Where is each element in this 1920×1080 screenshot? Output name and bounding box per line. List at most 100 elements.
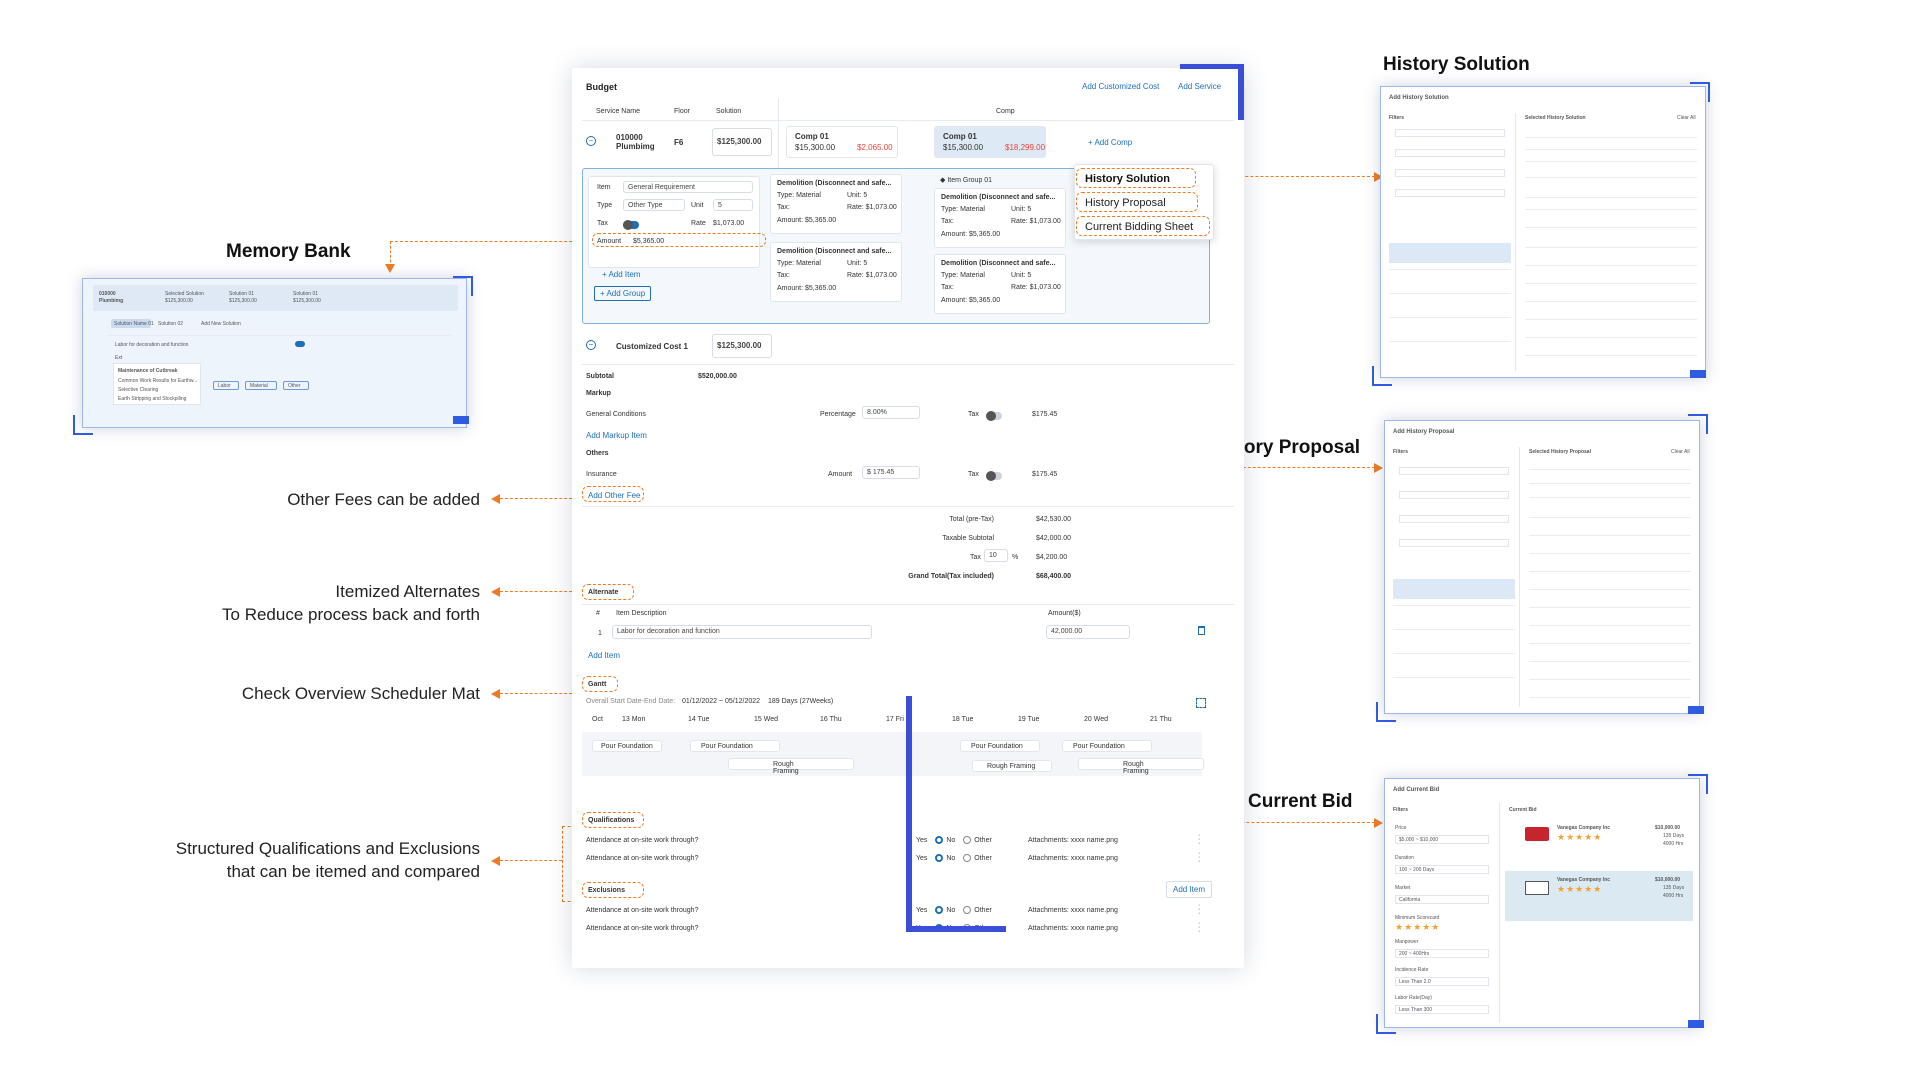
dropdown-history-proposal[interactable]: History Proposal <box>1085 197 1166 209</box>
ins-tax-toggle[interactable] <box>986 471 1002 481</box>
qual-attach-1[interactable]: Attachments: xxxx name.png <box>1028 837 1118 844</box>
mb-suggest-0[interactable]: Maintenance of Cutbreak <box>118 368 178 374</box>
radio-no-on[interactable] <box>935 836 944 844</box>
item-label: Item <box>597 184 611 191</box>
more-icon[interactable]: · · · <box>1198 850 1201 865</box>
task-pour-1[interactable]: Pour Foundation <box>592 740 662 752</box>
demo-card-4[interactable]: Demolition (Disconnect and safe... Type:… <box>934 254 1066 314</box>
task-framing-1[interactable]: Rough Framing <box>728 758 854 775</box>
no-option[interactable]: No <box>946 854 956 862</box>
radio-other[interactable] <box>963 906 972 914</box>
hp-clear[interactable]: Clear All <box>1671 449 1690 455</box>
yes-option[interactable]: Yes <box>916 906 928 914</box>
row1-name: Plumbimg <box>616 142 655 151</box>
cb-filter-price-value[interactable]: $5,000 ~ $10,000 <box>1395 835 1489 844</box>
cb-filter-duration-value[interactable]: 100 ~ 200 Days <box>1395 865 1489 874</box>
hp-filters: Filters <box>1393 449 1409 455</box>
row1-solution[interactable]: $125,300.00 <box>712 128 772 156</box>
qual-options-1[interactable]: Yes No Other <box>916 836 992 844</box>
add-customized-cost[interactable]: Add Customized Cost <box>1082 82 1160 91</box>
demo-card-1[interactable]: Demolition (Disconnect and safe... Type:… <box>770 174 902 234</box>
other-option[interactable]: Other <box>974 854 992 862</box>
bidder-2-row[interactable] <box>1505 871 1693 921</box>
mb-suggest-2[interactable]: Selective Clearing <box>118 387 159 393</box>
collapse-icon-2[interactable]: − <box>586 340 596 350</box>
hs-clear[interactable]: Clear All <box>1677 115 1696 121</box>
add-group-button[interactable]: + Add Group <box>594 286 652 301</box>
no-option[interactable]: No <box>946 906 956 914</box>
comp1-card[interactable]: Comp 01 $15,300.00 $2,065.00 <box>786 126 898 158</box>
other-option[interactable]: Other <box>974 906 992 914</box>
task-framing-3[interactable]: Rough Framing <box>1078 758 1204 775</box>
excl-attach-1[interactable]: Attachments: xxxx name.png <box>1028 907 1118 914</box>
add-item-button[interactable]: Add Item <box>1166 881 1213 898</box>
yes-option[interactable]: Yes <box>916 836 928 844</box>
cb-filter-incidence-value[interactable]: Less Than 2.0 <box>1395 977 1489 986</box>
qual-attach-2[interactable]: Attachments: xxxx name.png <box>1028 855 1118 862</box>
trash-icon[interactable] <box>1198 626 1205 635</box>
gc-tax-toggle[interactable] <box>986 411 1002 421</box>
cb-filter-incidence: Incidence Rate <box>1395 967 1429 973</box>
item-input[interactable]: General Requirement <box>623 181 753 193</box>
expand-icon[interactable] <box>1196 698 1206 708</box>
comp2-card[interactable]: Comp 01 $15,300.00 $18,299.00 <box>934 126 1046 158</box>
insurance-input[interactable]: $ 175.45 <box>862 466 920 479</box>
dropdown-history-solution[interactable]: History Solution <box>1085 173 1170 185</box>
insurance-amount-label: Amount <box>828 471 853 478</box>
add-markup-item[interactable]: Add Markup Item <box>586 431 647 440</box>
demo-title: Demolition (Disconnect and safe... <box>777 180 892 187</box>
demo-card-3[interactable]: Demolition (Disconnect and safe... Type:… <box>934 188 1066 248</box>
alt-col-desc: Item Description <box>616 610 667 617</box>
mb-add-solution[interactable]: Add New Solution <box>201 321 241 327</box>
mb-btn-other[interactable]: Other <box>288 383 301 389</box>
radio-other[interactable] <box>963 836 972 844</box>
add-service[interactable]: Add Service <box>1178 82 1222 91</box>
excl-options-1[interactable]: Yes No Other <box>916 906 992 914</box>
custom-cost-value[interactable]: $125,300.00 <box>712 334 772 358</box>
alt-row-amount[interactable]: 42,000.00 <box>1046 625 1130 639</box>
radio-no-on[interactable] <box>935 854 944 862</box>
radio-other[interactable] <box>963 854 972 862</box>
more-icon[interactable]: · · · <box>1198 920 1201 935</box>
percentage-input[interactable]: 8.00% <box>862 406 920 419</box>
yes-option[interactable]: Yes <box>916 854 928 862</box>
task-pour-4[interactable]: Pour Foundation <box>1062 740 1152 752</box>
bidder-1-name: Vanegas Company Inc <box>1557 825 1611 831</box>
mb-btn-material[interactable]: Material <box>250 383 268 389</box>
other-option[interactable]: Other <box>974 836 992 844</box>
radio-no-on[interactable] <box>935 906 944 914</box>
task-framing-2[interactable]: Rough Framing <box>972 760 1052 772</box>
mb-tab1[interactable]: Solution Name 01 <box>114 321 154 327</box>
excl-attach-2[interactable]: Attachments: xxxx name.png <box>1028 925 1118 932</box>
add-item-link[interactable]: + Add Item <box>602 270 641 279</box>
demo-card-2[interactable]: Demolition (Disconnect and safe... Type:… <box>770 242 902 302</box>
cb-filter-market-value[interactable]: California <box>1395 895 1489 904</box>
task-pour-2[interactable]: Pour Foundation <box>690 740 780 752</box>
unit-input[interactable]: 5 <box>713 199 753 211</box>
rate-label: Rate <box>691 220 706 227</box>
cb-filter-manpower-value[interactable]: 200 ~ 400Hrs <box>1395 949 1489 958</box>
percentage-label: Percentage <box>820 411 856 418</box>
cb-filter-stars[interactable]: ★★★★★ <box>1395 922 1441 932</box>
collapse-icon[interactable]: − <box>586 136 596 146</box>
mb-tab2[interactable]: Solution 02 <box>158 321 184 327</box>
dropdown-current-bidding[interactable]: Current Bidding Sheet <box>1085 221 1194 233</box>
tax-rate-input[interactable]: 10 <box>984 549 1008 562</box>
no-option[interactable]: No <box>946 836 956 844</box>
mb-suggest-3[interactable]: Earth Stripping and Stockpiling <box>118 396 187 402</box>
tax-toggle[interactable] <box>623 220 639 230</box>
cb-filter-laborrate-value[interactable]: Less Than 300 <box>1395 1005 1489 1014</box>
alt-row-desc[interactable]: Labor for decoration and function <box>612 625 872 639</box>
type-select[interactable]: Other Type <box>623 199 685 211</box>
mb-suggest-1[interactable]: Common Work Results for Earthw... <box>118 378 198 384</box>
alt-add-item[interactable]: Add Item <box>588 651 621 660</box>
more-icon[interactable]: · · · <box>1198 902 1201 917</box>
more-icon[interactable]: · · · <box>1198 832 1201 847</box>
add-other-fee[interactable]: Add Other Fee <box>588 491 641 500</box>
mb-sol2-value: $125,300.00 <box>293 298 321 304</box>
task-pour-3[interactable]: Pour Foundation <box>960 740 1040 752</box>
qual-options-2[interactable]: Yes No Other <box>916 854 992 862</box>
mb-btn-labor[interactable]: Labor <box>218 383 231 389</box>
gantt-day-2: 14 Tue <box>688 716 710 723</box>
add-comp[interactable]: + Add Comp <box>1088 138 1132 147</box>
